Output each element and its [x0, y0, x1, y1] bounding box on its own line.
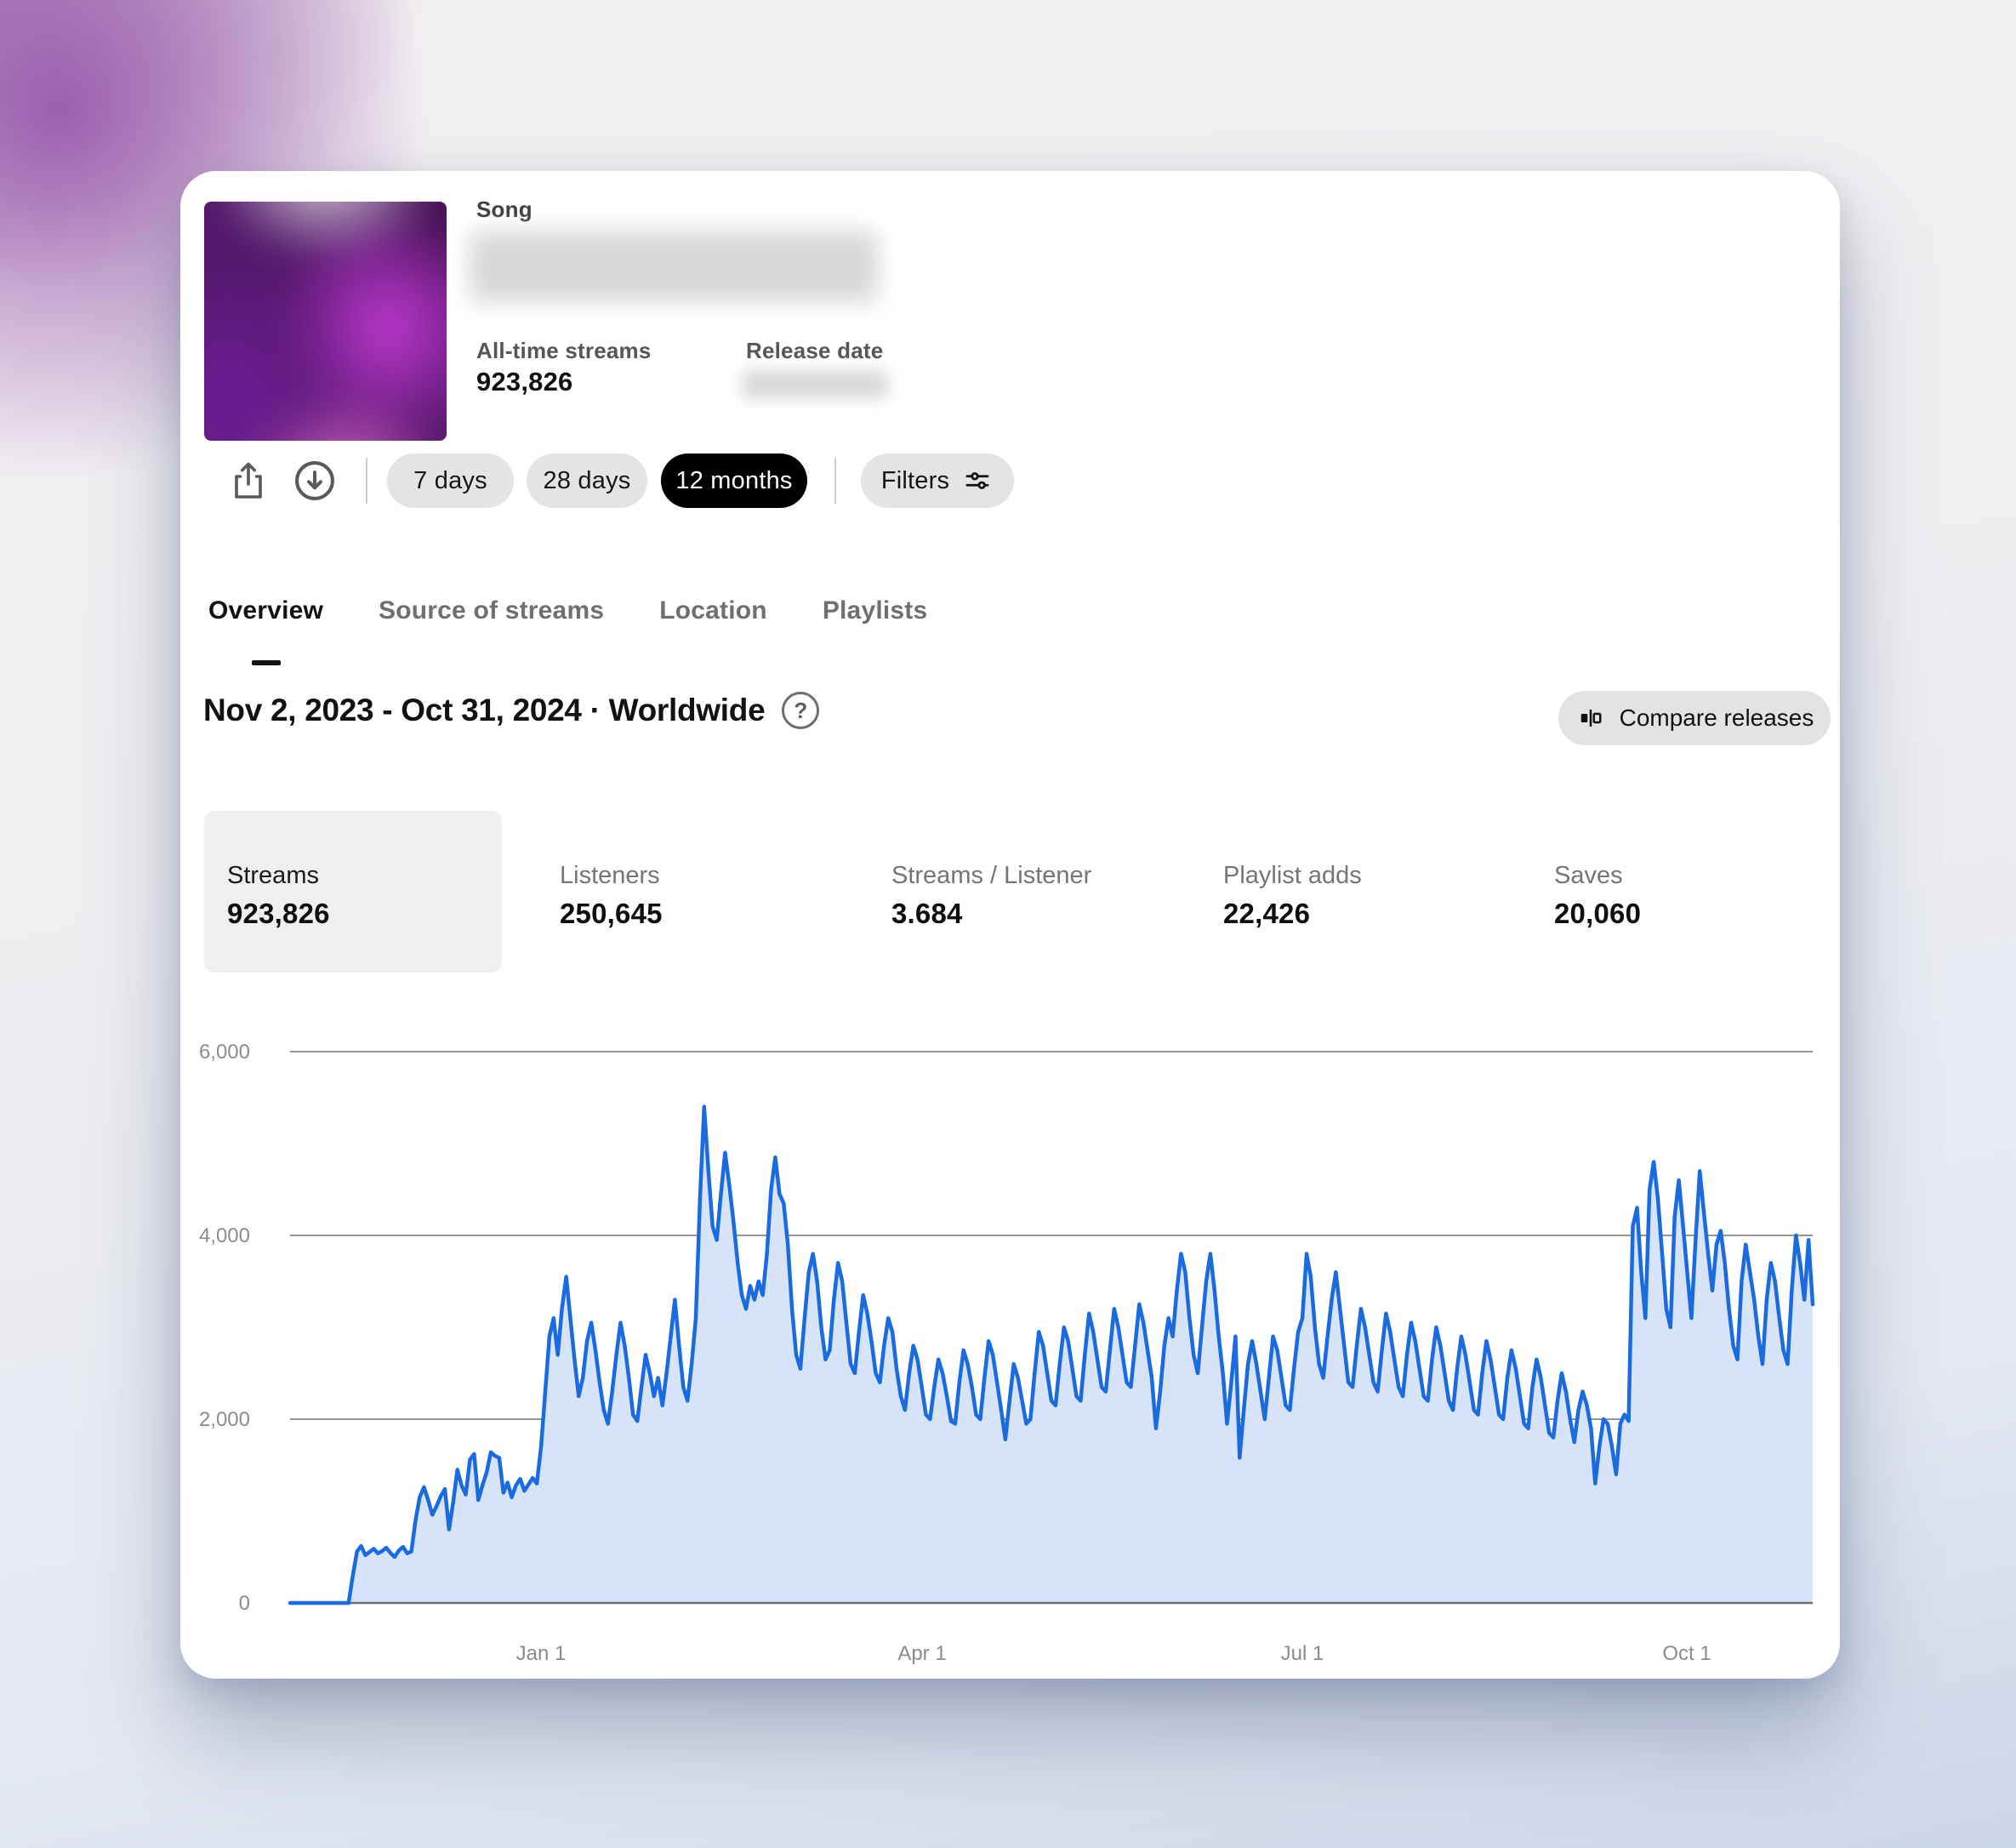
tab-bar: Overview Source of streams Location Play… [208, 596, 927, 641]
stat-label: Listeners [560, 862, 660, 889]
compare-releases-label: Compare releases [1619, 704, 1814, 731]
filters-button[interactable]: Filters [861, 453, 1014, 508]
tab-location[interactable]: Location [659, 596, 767, 625]
x-tick-jul: Jul 1 [1281, 1642, 1324, 1665]
range-7-days-button[interactable]: 7 days [387, 453, 514, 508]
album-art [204, 202, 447, 441]
streams-line [288, 1104, 1815, 1606]
all-time-streams-label: All-time streams [476, 338, 652, 363]
release-date-label: Release date [746, 338, 884, 363]
toolbar: 7 days 28 days 12 months Filters [180, 453, 1840, 508]
y-tick-2000: 2,000 [199, 1408, 250, 1431]
x-tick-jan: Jan 1 [516, 1642, 567, 1665]
song-title-redacted [470, 231, 878, 302]
y-tick-6000: 6,000 [199, 1041, 250, 1064]
stat-label: Streams / Listener [891, 862, 1092, 889]
stat-value: 3.684 [891, 898, 963, 929]
streams-area [290, 1106, 1813, 1603]
tab-playlists[interactable]: Playlists [822, 596, 928, 625]
range-12-months-button[interactable]: 12 months [661, 453, 807, 508]
stat-label: Streams [227, 862, 319, 889]
tab-source-of-streams[interactable]: Source of streams [379, 596, 605, 625]
x-tick-oct: Oct 1 [1662, 1642, 1711, 1665]
stat-value: 250,645 [560, 898, 663, 929]
y-tick-4000: 4,000 [199, 1224, 250, 1247]
stat-label: Playlist adds [1223, 862, 1362, 889]
share-icon [235, 462, 262, 499]
download-icon [295, 461, 334, 500]
share-button[interactable] [225, 453, 272, 508]
date-range-row: Nov 2, 2023 - Oct 31, 2024 · Worldwide ? [203, 692, 820, 729]
filters-label: Filters [880, 466, 950, 494]
x-tick-apr: Apr 1 [897, 1642, 946, 1665]
date-range-text: Nov 2, 2023 - Oct 31, 2024 · Worldwide [203, 693, 766, 727]
song-stats-card: Song All-time streams 923,826 Release da… [180, 171, 1840, 1679]
stat-value: 22,426 [1223, 898, 1311, 929]
compare-releases-icon [1580, 710, 1602, 727]
range-28-days-button[interactable]: 28 days [527, 453, 647, 508]
all-time-streams-value: 923,826 [476, 367, 573, 396]
stat-value: 923,826 [227, 898, 330, 929]
compare-releases-button[interactable]: Compare releases [1558, 691, 1831, 745]
help-icon[interactable]: ? [782, 692, 820, 729]
toolbar-divider [366, 458, 367, 504]
filters-icon [965, 472, 989, 489]
release-date-redacted [742, 370, 888, 399]
song-type-label: Song [476, 197, 532, 222]
toolbar-divider [834, 458, 836, 504]
y-tick-0: 0 [239, 1592, 250, 1615]
download-button[interactable] [289, 453, 340, 508]
stat-label: Saves [1554, 862, 1623, 889]
stat-value: 20,060 [1554, 898, 1642, 929]
streams-chart: 0 2,000 4,000 6,000 Jan 1 Apr 1 Jul 1 Oc… [199, 1041, 1815, 1665]
tab-overview[interactable]: Overview [208, 596, 323, 641]
streams-stat-card-background [204, 811, 502, 972]
